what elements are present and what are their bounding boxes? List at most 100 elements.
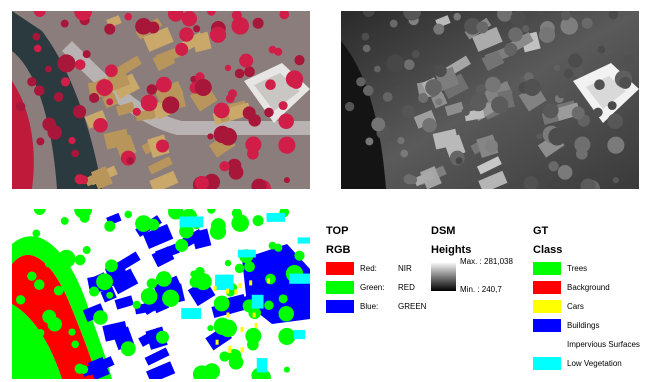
low-vegetation-region bbox=[215, 274, 234, 291]
top-legend-subtitle: RGB bbox=[326, 244, 351, 256]
tree-region bbox=[156, 271, 172, 287]
building-region bbox=[151, 246, 175, 268]
tree-height bbox=[389, 77, 400, 87]
tree-height bbox=[418, 92, 429, 103]
tree-canopy bbox=[168, 11, 184, 22]
legend-item-red-nir: Red: NIR bbox=[326, 262, 412, 275]
tree-region bbox=[60, 216, 69, 225]
tree-region bbox=[68, 328, 76, 336]
low-vegetation-region bbox=[289, 273, 310, 284]
swatch-blue bbox=[326, 300, 354, 313]
tree-height bbox=[536, 11, 545, 16]
tree-region bbox=[124, 210, 132, 219]
tree-region bbox=[93, 310, 108, 325]
tree-canopy bbox=[126, 157, 134, 165]
swatch-low-vegetation bbox=[533, 357, 561, 370]
gt-legend-title: GT bbox=[533, 225, 549, 237]
tree-height bbox=[593, 107, 603, 118]
dsm-legend-subtitle: Heights bbox=[431, 244, 472, 256]
tree-region bbox=[42, 309, 57, 324]
tree-region bbox=[146, 278, 158, 289]
tree-region bbox=[74, 254, 86, 266]
tree-height bbox=[455, 157, 463, 165]
tree-canopy bbox=[231, 17, 250, 35]
low-vegetation-region bbox=[179, 216, 204, 228]
tree-height bbox=[497, 11, 513, 22]
tree-region bbox=[231, 214, 250, 232]
tree-canopy bbox=[219, 161, 230, 172]
tree-height bbox=[374, 65, 381, 73]
tree-height bbox=[560, 17, 579, 35]
tree-height bbox=[485, 76, 501, 93]
low-vegetation-region bbox=[181, 308, 202, 319]
roof-shape bbox=[115, 101, 136, 117]
dsm-min-label: Min. : 240,7 bbox=[460, 285, 502, 294]
building-region bbox=[114, 295, 134, 310]
tree-canopy bbox=[33, 11, 46, 17]
low-vegetation-region bbox=[256, 358, 268, 373]
tree-height bbox=[619, 76, 632, 89]
tree-canopy bbox=[207, 133, 214, 140]
tree-height bbox=[356, 77, 366, 87]
class-label: Buildings bbox=[567, 321, 600, 330]
tree-height bbox=[433, 23, 445, 35]
tree-canopy bbox=[162, 96, 180, 114]
tree-canopy bbox=[93, 117, 108, 133]
swatch-buildings bbox=[533, 319, 561, 332]
tree-height bbox=[553, 64, 561, 72]
legend-item-cars: Cars bbox=[533, 300, 584, 313]
tree-height bbox=[571, 106, 585, 120]
channel-value: RED bbox=[398, 283, 415, 292]
height-shape bbox=[413, 170, 436, 187]
tree-canopy bbox=[294, 55, 305, 66]
tree-canopy bbox=[74, 174, 85, 185]
tree-region bbox=[74, 209, 92, 219]
tree-height bbox=[403, 59, 415, 70]
tree-height bbox=[504, 42, 518, 56]
legend-item-trees: Trees bbox=[533, 262, 587, 275]
car-region bbox=[228, 348, 232, 354]
low-vegetation-region bbox=[266, 212, 286, 222]
tree-canopy bbox=[245, 136, 262, 153]
tree-height bbox=[594, 79, 605, 91]
tree-region bbox=[278, 305, 294, 322]
tree-height bbox=[612, 177, 619, 184]
tree-canopy bbox=[27, 77, 37, 87]
tree-height bbox=[434, 64, 447, 78]
tree-canopy bbox=[42, 117, 57, 132]
tree-height bbox=[580, 178, 596, 189]
roof-shape bbox=[84, 109, 108, 129]
tree-region bbox=[71, 340, 80, 349]
tree-canopy bbox=[231, 11, 242, 21]
tree-height bbox=[453, 12, 461, 21]
tree-canopy bbox=[53, 92, 64, 102]
top-false-color-image bbox=[12, 11, 310, 189]
class-label: Low Vegetation bbox=[567, 359, 622, 368]
tree-canopy bbox=[74, 11, 92, 21]
car-region bbox=[240, 327, 244, 333]
tree-canopy bbox=[132, 107, 141, 116]
tree-canopy bbox=[278, 113, 294, 129]
roof-shape bbox=[152, 50, 176, 72]
tree-canopy bbox=[140, 94, 158, 112]
tree-canopy bbox=[33, 85, 45, 96]
car-region bbox=[266, 278, 270, 284]
tree-height bbox=[508, 27, 523, 42]
tree-height bbox=[400, 149, 409, 158]
tree-height bbox=[542, 102, 559, 119]
tree-height bbox=[623, 55, 634, 66]
car-region bbox=[238, 283, 242, 289]
car-region bbox=[254, 322, 258, 328]
tree-height bbox=[523, 176, 538, 189]
swatch-impervious-surfaces bbox=[533, 338, 561, 351]
tree-height bbox=[560, 11, 571, 21]
tree-region bbox=[126, 347, 134, 355]
car-region bbox=[215, 339, 219, 345]
tree-height bbox=[389, 19, 398, 28]
tree-canopy bbox=[209, 26, 227, 43]
height-shape bbox=[476, 156, 502, 175]
tree-canopy bbox=[124, 12, 132, 21]
dsm-height-colorbar bbox=[431, 262, 456, 291]
tree-region bbox=[268, 241, 277, 250]
tree-region bbox=[33, 240, 42, 249]
